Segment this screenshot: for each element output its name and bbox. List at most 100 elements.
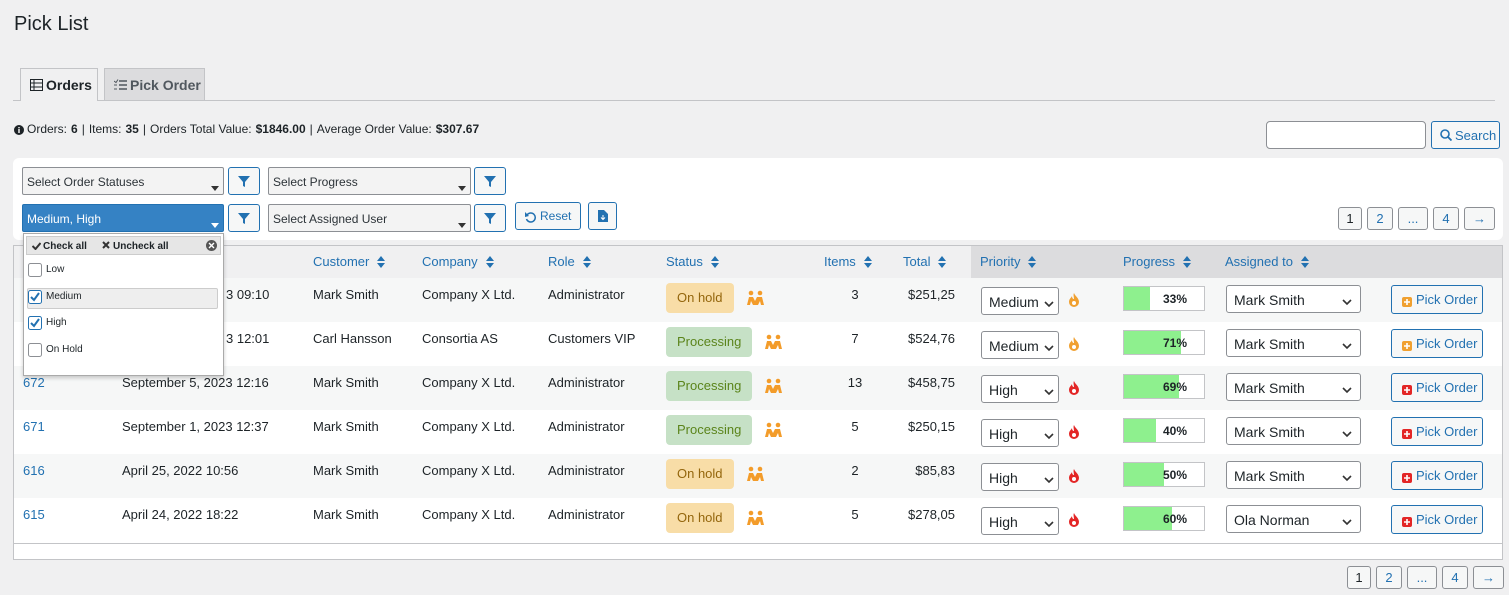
- pick-order-label: Pick Order: [1416, 512, 1478, 527]
- sort-icon: [1300, 255, 1309, 268]
- page-button[interactable]: 4: [1442, 566, 1468, 589]
- assigned-text: Mark Smith: [1234, 336, 1305, 352]
- option-label[interactable]: High: [46, 317, 67, 328]
- priority-select[interactable]: High: [981, 463, 1059, 491]
- table-icon-svg: [30, 79, 43, 91]
- uncheck-all[interactable]: Uncheck all: [113, 241, 169, 252]
- column-header[interactable]: Progress: [1123, 254, 1192, 269]
- column-header[interactable]: Items: [824, 254, 872, 269]
- priority-select[interactable]: Medium: [981, 331, 1059, 359]
- funnel-icon: [235, 172, 253, 190]
- chevron: [1043, 429, 1055, 441]
- page-button[interactable]: ...: [1398, 207, 1428, 230]
- chevron: [1043, 385, 1055, 397]
- pick-order-button[interactable]: Pick Order: [1391, 285, 1483, 314]
- column-header[interactable]: Customer: [313, 254, 386, 269]
- column-header[interactable]: Assigned to: [1225, 254, 1309, 269]
- page-button[interactable]: 1: [1338, 207, 1362, 230]
- column-header[interactable]: Priority: [980, 254, 1037, 269]
- order-id[interactable]: 671: [23, 419, 45, 434]
- filter-button[interactable]: [474, 167, 506, 195]
- filter-select[interactable]: Select Order Statuses: [22, 167, 224, 195]
- option-label[interactable]: Medium: [46, 290, 82, 302]
- x-icon-svg: [102, 241, 110, 249]
- caret-svg: [211, 186, 219, 191]
- priority-select[interactable]: High: [981, 419, 1059, 447]
- page-button[interactable]: 1: [1347, 566, 1371, 589]
- assigned-select[interactable]: Mark Smith: [1226, 373, 1361, 401]
- items: 5: [851, 507, 859, 522]
- tab-pick-order[interactable]: Pick Order: [104, 68, 205, 100]
- reset-button[interactable]: Reset: [515, 202, 581, 230]
- role: Administrator: [548, 507, 625, 522]
- company: Consortia AS: [422, 331, 498, 346]
- assigned-select[interactable]: Mark Smith: [1226, 461, 1361, 489]
- chevron: [1341, 295, 1353, 307]
- priority-icon: [1067, 292, 1081, 308]
- assigned-select[interactable]: Mark Smith: [1226, 417, 1361, 445]
- status-badge: On hold: [666, 283, 734, 313]
- page-button[interactable]: →: [1473, 566, 1504, 589]
- status-icon: [764, 334, 783, 350]
- pick-order-button[interactable]: Pick Order: [1391, 461, 1483, 490]
- page-button[interactable]: →: [1464, 207, 1495, 230]
- order-id[interactable]: 672: [23, 375, 45, 390]
- plus-icon-svg: [1402, 297, 1412, 307]
- filter-button[interactable]: [474, 204, 506, 232]
- filter-select[interactable]: Medium, High: [22, 204, 224, 232]
- checkbox-svg: [28, 342, 42, 357]
- checkbox[interactable]: [28, 289, 42, 304]
- pick-order-button[interactable]: Pick Order: [1391, 329, 1483, 358]
- priority-select[interactable]: High: [981, 507, 1059, 535]
- table-footer-line: [14, 543, 1502, 544]
- caret: [211, 216, 219, 228]
- summary-value: $1846.00: [255, 122, 306, 136]
- page-button[interactable]: 2: [1367, 207, 1393, 230]
- page-button[interactable]: 2: [1376, 566, 1402, 589]
- sort-icon-svg: [938, 255, 947, 268]
- pick-order-button[interactable]: Pick Order: [1391, 373, 1483, 402]
- checkbox[interactable]: [28, 263, 42, 277]
- export-button[interactable]: [588, 202, 617, 230]
- checkbox[interactable]: [28, 342, 42, 357]
- select-text: Select Progress: [273, 175, 358, 189]
- order-id[interactable]: 616: [23, 463, 45, 478]
- checkbox[interactable]: [28, 316, 42, 330]
- column-header[interactable]: Total: [903, 254, 947, 269]
- sort-icon-svg: [582, 255, 591, 268]
- pick-order-button[interactable]: Pick Order: [1391, 505, 1483, 534]
- plus-icon: [1402, 471, 1412, 483]
- search-button[interactable]: Search: [1431, 121, 1500, 149]
- check-all[interactable]: Check all: [43, 241, 87, 252]
- status-icon-svg: [765, 378, 783, 393]
- order-id[interactable]: 615: [23, 507, 45, 522]
- assigned-select[interactable]: Ola Norman: [1226, 505, 1361, 533]
- items: 7: [851, 331, 859, 346]
- filter-select[interactable]: Select Progress: [268, 167, 471, 195]
- assigned-select[interactable]: Mark Smith: [1226, 285, 1361, 313]
- column-header[interactable]: Role: [548, 254, 591, 269]
- status: On hold: [666, 503, 765, 533]
- column-header[interactable]: Status: [666, 254, 719, 269]
- funnel-icon: [481, 209, 499, 227]
- column-header[interactable]: Company: [422, 254, 494, 269]
- checkbox-svg: [28, 316, 42, 330]
- filter-select[interactable]: Select Assigned User: [268, 204, 471, 232]
- page-button[interactable]: 4: [1433, 207, 1459, 230]
- search-input[interactable]: [1266, 121, 1426, 149]
- page-button[interactable]: ...: [1407, 566, 1437, 589]
- plus-icon: [1402, 515, 1412, 527]
- filter-button[interactable]: [228, 204, 260, 232]
- list-icon-svg: [113, 79, 127, 90]
- status-badge: Processing: [666, 327, 753, 357]
- option-label[interactable]: Low: [46, 264, 65, 275]
- progress-label: 33%: [1162, 292, 1188, 306]
- priority-select[interactable]: Medium: [981, 287, 1059, 315]
- option-label[interactable]: On Hold: [46, 343, 83, 355]
- filter-button[interactable]: [228, 167, 260, 195]
- assigned-select[interactable]: Mark Smith: [1226, 329, 1361, 357]
- priority-select[interactable]: High: [981, 375, 1059, 403]
- pick-order-button[interactable]: Pick Order: [1391, 417, 1483, 446]
- tab-orders[interactable]: Orders: [20, 68, 98, 101]
